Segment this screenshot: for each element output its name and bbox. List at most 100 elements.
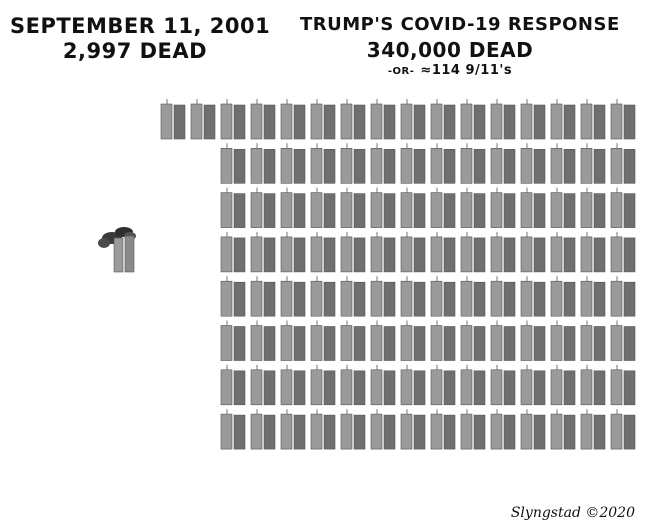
twin-towers-icon <box>280 187 306 228</box>
twin-towers-icon <box>610 143 636 184</box>
left-heading: SEPTEMBER 11, 2001 2,997 DEAD <box>10 14 271 64</box>
twin-towers-icon <box>520 143 546 184</box>
twin-towers-icon <box>310 276 336 317</box>
twin-towers-icon <box>490 276 516 317</box>
twin-towers-icon <box>310 231 336 273</box>
twin-towers-icon <box>460 409 486 450</box>
twin-towers-icon <box>550 231 576 273</box>
twin-towers-icon <box>550 409 576 450</box>
twin-towers-icon <box>430 364 456 406</box>
right-heading-deaths: 340,000 DEAD <box>366 37 534 62</box>
twin-towers-icon <box>370 409 396 450</box>
twin-towers-icon <box>160 99 186 140</box>
twin-towers-icon <box>400 187 426 228</box>
twin-towers-icon <box>610 99 636 140</box>
twin-towers-icon <box>430 231 456 273</box>
twin-towers-icon <box>550 320 576 361</box>
twin-towers-icon <box>250 276 276 317</box>
twin-towers-icon <box>220 409 246 450</box>
twin-towers-icon <box>550 276 576 317</box>
twin-towers-icon <box>280 364 306 406</box>
twin-towers-icon <box>490 409 516 450</box>
twin-towers-icon <box>220 364 246 406</box>
twin-towers-icon <box>220 276 246 317</box>
twin-towers-icon <box>340 231 366 273</box>
twin-towers-icon <box>490 143 516 184</box>
twin-towers-icon <box>610 364 636 406</box>
twin-towers-icon <box>460 143 486 184</box>
twin-towers-icon <box>280 99 306 140</box>
twin-towers-icon <box>250 409 276 450</box>
twin-towers-icon <box>520 276 546 317</box>
twin-towers-icon <box>400 99 426 140</box>
twin-towers-icon <box>250 231 276 273</box>
twin-towers-icon <box>580 364 606 406</box>
twin-towers-icon <box>400 143 426 184</box>
twin-towers-icon <box>610 409 636 450</box>
twin-towers-icon <box>610 187 636 228</box>
twin-towers-icon <box>250 364 276 406</box>
twin-towers-icon <box>580 99 606 140</box>
twin-towers-icon <box>220 231 246 273</box>
twin-towers-icon <box>220 320 246 361</box>
twin-towers-icon <box>280 143 306 184</box>
twin-towers-icon <box>220 143 246 184</box>
twin-towers-icon <box>430 409 456 450</box>
twin-towers-icon <box>370 320 396 361</box>
twin-towers-icon <box>460 187 486 228</box>
twin-towers-icon <box>250 99 276 140</box>
right-heading-ratio: -OR- ≈114 9/11's <box>300 63 600 79</box>
left-heading-date: SEPTEMBER 11, 2001 <box>10 14 271 38</box>
twin-towers-icon <box>220 99 246 140</box>
twin-towers-icon <box>580 187 606 228</box>
twin-towers-icon <box>520 320 546 361</box>
right-heading: TRUMP'S COVID-19 RESPONSE 340,000 DEAD -… <box>300 14 620 79</box>
twin-towers-icon <box>250 187 276 228</box>
twin-towers-icon <box>370 231 396 273</box>
twin-towers-icon <box>340 276 366 317</box>
twin-towers-icon <box>430 276 456 317</box>
twin-towers-icon <box>370 143 396 184</box>
twin-towers-icon <box>310 364 336 406</box>
twin-towers-icon <box>400 276 426 317</box>
twin-towers-icon <box>520 99 546 140</box>
twin-towers-icon <box>400 409 426 450</box>
twin-towers-icon <box>550 99 576 140</box>
twin-towers-icon <box>550 364 576 406</box>
twin-towers-icon <box>400 320 426 361</box>
twin-towers-icon <box>340 320 366 361</box>
twin-towers-icon <box>580 276 606 317</box>
twin-towers-icon <box>280 409 306 450</box>
twin-towers-icon <box>460 231 486 273</box>
twin-towers-icon <box>310 187 336 228</box>
twin-towers-icon <box>280 276 306 317</box>
twin-towers-icon <box>310 320 336 361</box>
twin-towers-icon <box>340 364 366 406</box>
twin-towers-icon <box>370 276 396 317</box>
twin-towers-icon <box>460 320 486 361</box>
twin-towers-icon <box>310 99 336 140</box>
twin-towers-icon <box>250 320 276 361</box>
twin-towers-icon <box>340 187 366 228</box>
ratio-label: ≈114 9/11's <box>420 62 513 78</box>
twin-towers-icon <box>430 99 456 140</box>
left-heading-deaths: 2,997 DEAD <box>62 39 208 64</box>
twin-towers-icon <box>340 99 366 140</box>
twin-towers-icon <box>580 409 606 450</box>
twin-towers-icon <box>430 143 456 184</box>
or-label: -OR- <box>387 65 415 77</box>
twin-towers-icon <box>430 320 456 361</box>
twin-towers-icon <box>370 99 396 140</box>
twin-towers-icon <box>370 187 396 228</box>
twin-towers-icon <box>250 143 276 184</box>
artist-signature: Slyngstad ©2020 <box>510 505 635 521</box>
right-heading-title: TRUMP'S COVID-19 RESPONSE <box>300 14 620 35</box>
twin-towers-icon <box>460 276 486 317</box>
twin-towers-icon <box>190 99 216 140</box>
twin-towers-icon <box>520 187 546 228</box>
twin-towers-icon <box>610 231 636 273</box>
twin-towers-icon <box>490 231 516 273</box>
twin-towers-icon <box>580 320 606 361</box>
twin-towers-icon <box>580 143 606 184</box>
